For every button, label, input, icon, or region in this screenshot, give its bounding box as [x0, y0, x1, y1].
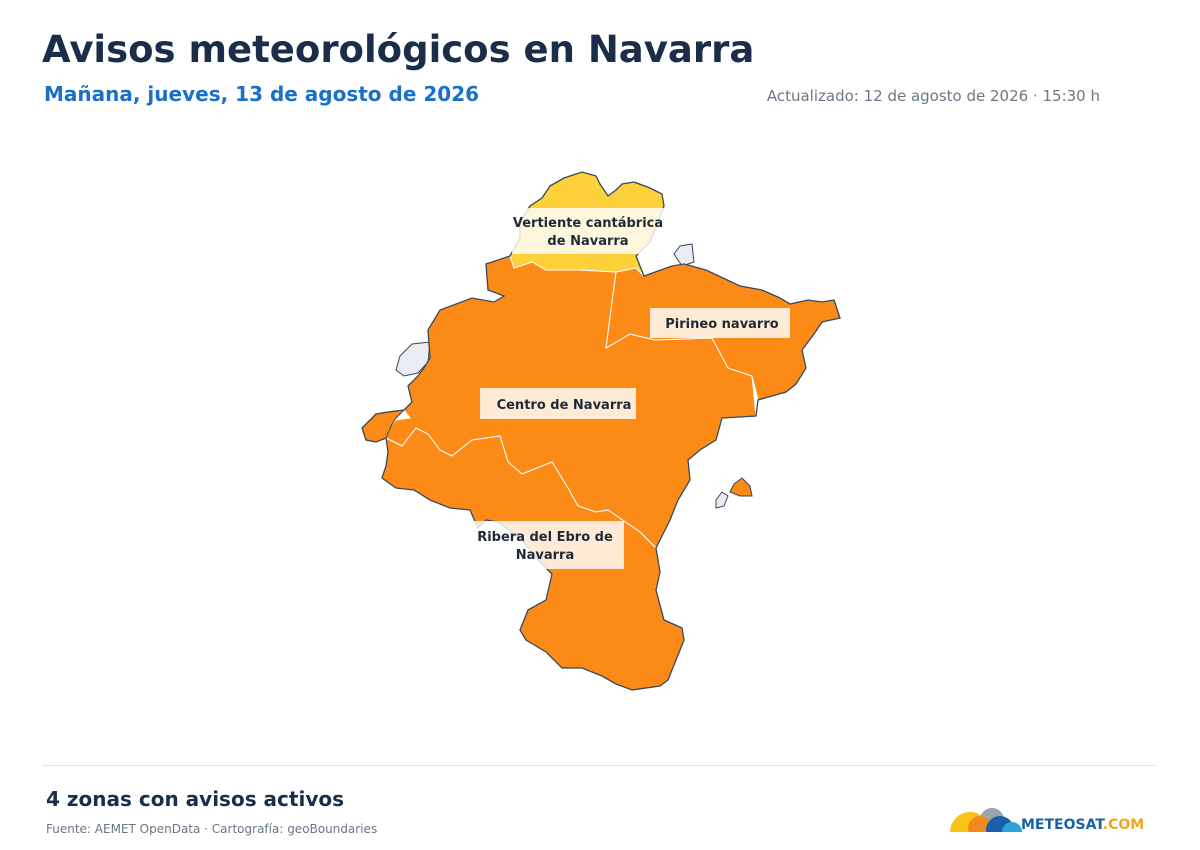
label-ribera-line1: Ribera del Ebro de [477, 530, 613, 545]
footer-divider [42, 765, 1157, 766]
neighbor-enclave-east [715, 491, 729, 509]
sun-cloud-icon [948, 808, 1024, 850]
region-outline [361, 171, 841, 691]
label-ribera-del-ebro: Ribera del Ebro de Navarra [474, 521, 624, 569]
logo-main: METEOSAT [1021, 817, 1103, 833]
label-ribera-line2: Navarra [516, 548, 575, 563]
neighbor-enclave-north [673, 243, 695, 267]
logo-wordmark: METEOSAT.COM [1021, 817, 1144, 833]
meteosat-logo[interactable]: METEOSAT.COM [948, 806, 1158, 850]
updated-timestamp: Actualizado: 12 de agosto de 2026 · 15:3… [766, 87, 1100, 105]
label-vertiente-cantabrica: Vertiente cantábrica de Navarra [512, 208, 664, 254]
active-warnings-summary: 4 zonas con avisos activos [46, 787, 345, 811]
logo-suffix: .COM [1102, 817, 1145, 833]
data-source: Fuente: AEMET OpenData · Cartografía: ge… [46, 822, 378, 836]
page-title: Avisos meteorológicos en Navarra [42, 28, 755, 71]
label-centro-de-navarra: Centro de Navarra [480, 388, 636, 419]
label-centro-line1: Centro de Navarra [497, 398, 632, 413]
label-pirineo-navarro: Pirineo navarro [650, 308, 790, 338]
zone-exclave [729, 477, 753, 497]
label-vertiente-line1: Vertiente cantábrica [513, 216, 663, 231]
forecast-date: Mañana, jueves, 13 de agosto de 2026 [44, 82, 480, 106]
label-vertiente-line2: de Navarra [547, 234, 628, 249]
label-pirineo-line1: Pirineo navarro [665, 317, 778, 332]
